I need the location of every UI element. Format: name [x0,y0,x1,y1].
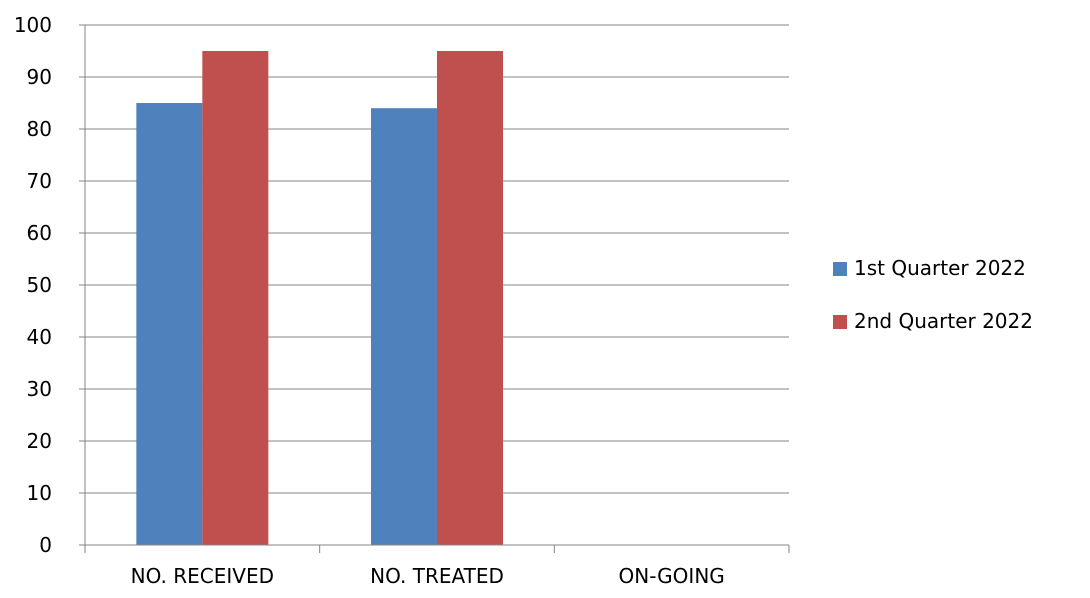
y-tick-label: 20 [27,429,52,453]
y-tick-label: 80 [27,117,52,141]
bar [437,51,503,545]
axes [79,24,790,553]
y-tick-label: 90 [27,65,52,89]
y-tick-label: 70 [27,169,52,193]
x-tick-label: ON-GOING [619,564,725,588]
legend-swatch [833,262,847,276]
bar [371,108,437,545]
y-tick-label: 40 [27,325,52,349]
bar [202,51,269,545]
y-tick-label: 60 [27,221,52,245]
legend-label: 2nd Quarter 2022 [854,309,1033,333]
legend: 1st Quarter 2022 2nd Quarter 2022 [833,256,1033,333]
y-tick-label: 30 [27,377,52,401]
x-tick-label: NO. RECEIVED [131,564,274,588]
x-tick-label: NO. TREATED [370,564,504,588]
legend-label: 1st Quarter 2022 [854,256,1026,280]
y-tick-label: 0 [39,533,52,557]
y-tick-labels: 0 10 20 30 40 50 60 70 80 90 100 [14,13,52,557]
bar [136,103,203,545]
y-tick-label: 10 [27,481,52,505]
y-tick-label: 100 [14,13,52,37]
y-tick-label: 50 [27,273,52,297]
legend-swatch [833,315,847,329]
x-tick-labels: NO. RECEIVED NO. TREATED ON-GOING [131,564,725,588]
bars [136,51,503,545]
